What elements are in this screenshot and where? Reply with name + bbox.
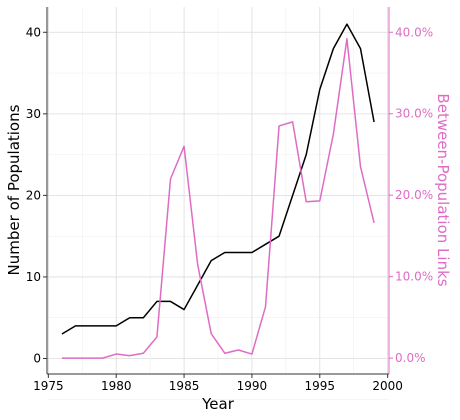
y-tick-label: 20 — [26, 188, 41, 202]
y-tick-label: 10 — [26, 270, 41, 284]
x-axis-title: Year — [201, 395, 235, 413]
y2-tick-label: 30.0% — [395, 107, 433, 121]
y-axis-title: Number of Populations — [5, 104, 23, 275]
y-tick-label: 30 — [26, 107, 41, 121]
x-tick-label: 2000 — [372, 379, 403, 393]
grid — [47, 7, 389, 400]
series-layer — [61, 23, 375, 359]
ticks: 1975 1980 1985 1990 1995 2000 0 10 20 30 40 0.0% 10.… — [26, 25, 433, 393]
x-tick-label: 1995 — [305, 379, 336, 393]
series-line-links — [61, 38, 375, 359]
y-tick-label: 40 — [26, 25, 41, 39]
x-tick-label: 1990 — [237, 379, 268, 393]
x-tick-label: 1975 — [33, 379, 64, 393]
y2-tick-label: 10.0% — [395, 270, 433, 284]
x-tick-label: 1980 — [101, 379, 132, 393]
y2-tick-label: 0.0% — [395, 351, 426, 365]
y2-tick-label: 20.0% — [395, 188, 433, 202]
y2-tick-label: 40.0% — [395, 25, 433, 39]
x-tick-label: 1985 — [169, 379, 200, 393]
series-line-populations — [61, 23, 375, 335]
axes — [46, 7, 390, 375]
y2-axis-title: Between-Population Links — [434, 93, 452, 286]
y-tick-label: 0 — [33, 352, 41, 366]
